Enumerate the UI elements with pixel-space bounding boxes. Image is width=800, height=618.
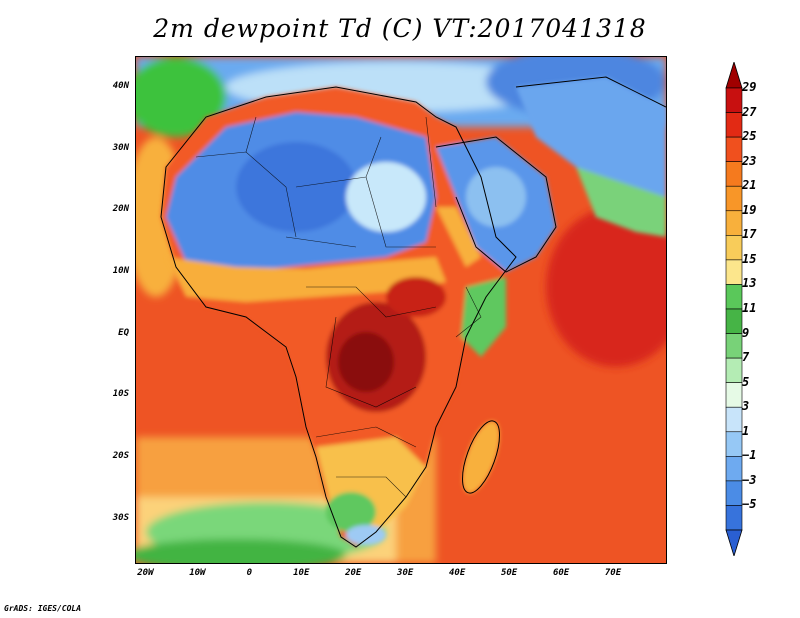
lat-tick-label: 10S bbox=[112, 389, 129, 400]
colorbar-segment bbox=[725, 480, 743, 506]
colorbar-segment bbox=[725, 333, 743, 359]
colorbar-segment bbox=[725, 185, 743, 212]
dewpoint-map bbox=[135, 56, 667, 564]
lat-tick-label: 30N bbox=[112, 142, 129, 153]
grads-credit: GrADS: IGES/COLA bbox=[4, 604, 82, 613]
coastlines bbox=[160, 76, 666, 548]
colorbar-tick-label: 5 bbox=[742, 374, 750, 389]
colorbar-min-triangle bbox=[725, 529, 743, 556]
colorbar-segment bbox=[725, 456, 743, 482]
colorbar-tick-label: 15 bbox=[742, 251, 757, 266]
colorbar-segment bbox=[725, 112, 743, 138]
lon-tick-label: 70E bbox=[604, 568, 622, 578]
colorbar-tick-label: 3 bbox=[742, 399, 750, 414]
colorbar-tick-label: 1 bbox=[742, 423, 750, 438]
lat-tick-label: 10N bbox=[112, 265, 129, 276]
lat-tick-label: EQ bbox=[118, 327, 129, 338]
colorbar-segment bbox=[725, 161, 743, 187]
lon-tick-label: 10E bbox=[293, 568, 310, 578]
lon-tick-label: 40E bbox=[449, 568, 466, 578]
colorbar-tick-label: 9 bbox=[742, 325, 750, 340]
colorbar-tick-label: −1 bbox=[742, 448, 757, 463]
lon-tick-label: 30E bbox=[397, 568, 414, 578]
colorbar-tick-label: 17 bbox=[742, 227, 757, 242]
colorbar-tick-label: 27 bbox=[742, 104, 757, 119]
colorbar-tick-label: 29 bbox=[742, 80, 757, 94]
colorbar-segment bbox=[725, 284, 743, 310]
colorbar-segment bbox=[725, 406, 743, 433]
lon-tick-label: 20E bbox=[345, 568, 362, 578]
colorbar-segment bbox=[725, 210, 743, 236]
lat-tick-label: 20N bbox=[112, 204, 129, 215]
lat-tick-label: 30S bbox=[112, 512, 129, 523]
colorbar-tick-label: 23 bbox=[742, 153, 757, 168]
colorbar-segment bbox=[725, 136, 743, 162]
colorbar-segment bbox=[725, 259, 743, 285]
lon-tick-label: 60E bbox=[552, 568, 570, 578]
country-borders bbox=[195, 116, 482, 498]
colorbar-tick-label: −5 bbox=[742, 497, 757, 512]
colorbar-segment bbox=[725, 382, 743, 408]
lat-tick-label: 40N bbox=[112, 80, 129, 91]
colorbar-segment bbox=[725, 235, 743, 261]
dewpoint-field bbox=[136, 57, 666, 563]
colorbar-segment bbox=[725, 505, 743, 531]
colorbar-segment bbox=[725, 357, 743, 383]
colorbar-tick-label: 11 bbox=[742, 301, 757, 315]
colorbar-tick-label: −3 bbox=[742, 472, 757, 487]
colorbar-segment bbox=[725, 308, 743, 334]
colorbar-segment bbox=[725, 431, 743, 457]
colorbar-max-triangle bbox=[725, 62, 743, 89]
lon-tick-label: 10W bbox=[189, 568, 206, 578]
colorbar-tick-label: 19 bbox=[742, 202, 757, 217]
lon-tick-label: 20W bbox=[137, 568, 154, 578]
lon-tick-label: 50E bbox=[500, 568, 518, 578]
colorbar-tick-label: 13 bbox=[742, 276, 757, 291]
map-title: 2m dewpoint Td (C) VT:2017041318 bbox=[153, 14, 647, 43]
colorbar-tick-label: 25 bbox=[742, 129, 757, 144]
colorbar-tick-label: 21 bbox=[742, 178, 757, 193]
lon-tick-label: 0 bbox=[246, 568, 253, 578]
colorbar-tick-label: 7 bbox=[742, 350, 750, 365]
lat-tick-label: 20S bbox=[112, 451, 129, 462]
colorbar-segment bbox=[725, 87, 743, 113]
colorbar bbox=[725, 62, 743, 556]
